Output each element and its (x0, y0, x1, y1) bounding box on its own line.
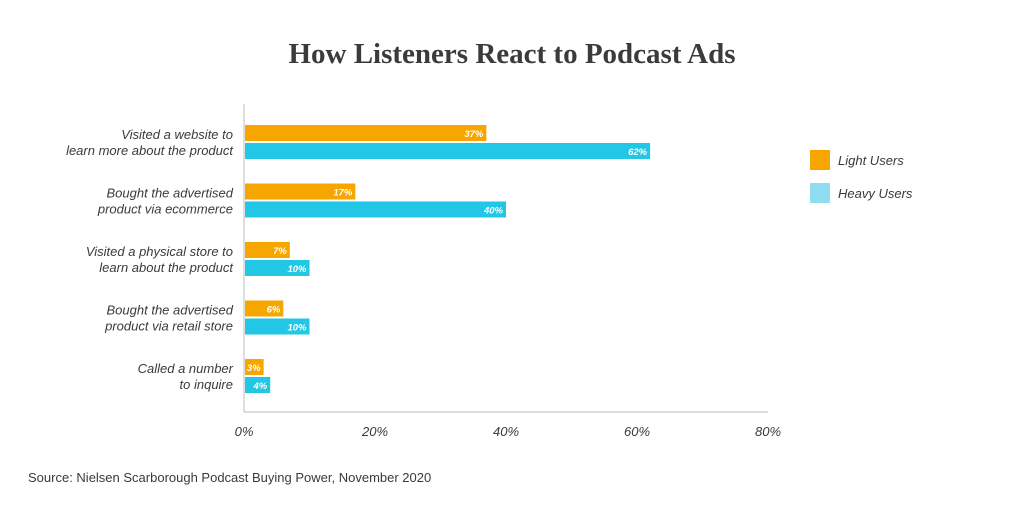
bar-light-users (245, 125, 487, 141)
data-label: 10% (287, 264, 307, 275)
data-label: 37% (464, 129, 484, 140)
bar-light-users (245, 242, 290, 258)
category-label: Visited a physical store to learn about t… (86, 244, 235, 275)
category-label-line: learn about the product (99, 260, 234, 275)
category-label: Bought the advertised product via retail … (104, 303, 234, 334)
category-label-line: Bought the advertised (107, 186, 234, 201)
category-label-line: Bought the advertised (107, 303, 234, 318)
bar-light-users (245, 300, 284, 317)
data-label: 6% (267, 305, 281, 316)
x-tick-label: 0% (235, 424, 254, 439)
data-label: 7% (273, 246, 287, 257)
data-label: 40% (483, 206, 504, 217)
data-label: 10% (287, 323, 307, 334)
bar-heavy-users (245, 260, 310, 276)
legend-swatch (810, 150, 830, 170)
x-tick-label: 80% (755, 424, 781, 439)
category-label: Called a number to inquire (138, 361, 234, 392)
legend-label: Light Users (838, 153, 904, 168)
category-label-line: learn more about the product (66, 143, 234, 158)
category-label-line: product via retail store (104, 319, 233, 334)
bar-light-users (245, 359, 264, 375)
data-label: 3% (247, 363, 261, 374)
category-label-line: product via ecommerce (97, 202, 233, 217)
bar-heavy-users (245, 143, 651, 159)
legend-label: Heavy Users (838, 186, 913, 201)
legend-swatch (810, 183, 830, 203)
category-label-line: Visited a website to (121, 127, 233, 142)
category-label-line: Visited a physical store to (86, 244, 233, 259)
chart-title: How Listeners React to Podcast Ads (288, 38, 736, 70)
x-tick-label: 60% (624, 424, 650, 439)
category-label-line: to inquire (180, 377, 233, 392)
data-label: 62% (628, 147, 648, 158)
category-label: Bought the advertised product via ecommer… (97, 186, 234, 217)
bar-heavy-users (245, 377, 271, 393)
category-label-line: Called a number (138, 361, 234, 376)
category-label: Visited a website to learn more about the… (66, 127, 234, 158)
data-label: 4% (252, 381, 267, 392)
bar-heavy-users (245, 318, 310, 335)
data-label: 17% (333, 188, 353, 199)
x-tick-label: 40% (493, 424, 519, 439)
bar-light-users (245, 183, 356, 200)
x-tick-label: 20% (361, 424, 388, 439)
source-note: Source: Nielsen Scarborough Podcast Buyi… (28, 470, 432, 485)
bar-heavy-users (245, 201, 506, 218)
